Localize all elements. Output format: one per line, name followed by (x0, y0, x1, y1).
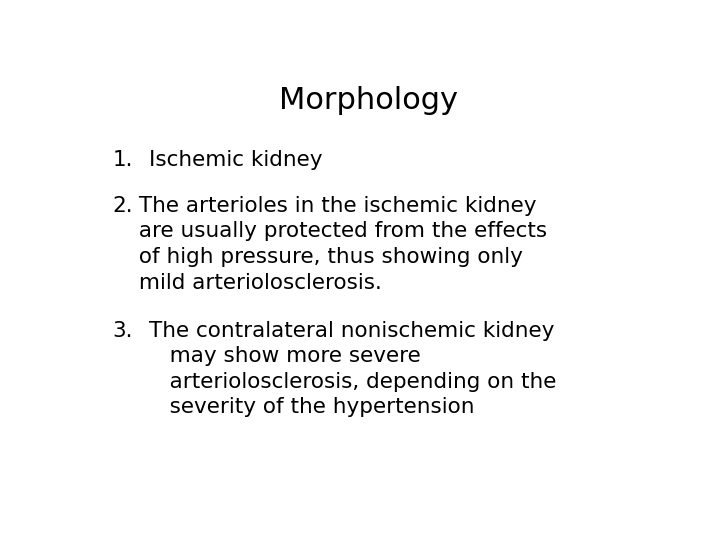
Text: The contralateral nonischemic kidney
   may show more severe
   arterioloscleros: The contralateral nonischemic kidney may… (148, 321, 556, 417)
Text: 3.: 3. (112, 321, 132, 341)
Text: 2.: 2. (112, 196, 133, 216)
Text: The arterioles in the ischemic kidney
 are usually protected from the effects
 o: The arterioles in the ischemic kidney ar… (132, 196, 547, 293)
Text: Morphology: Morphology (279, 85, 459, 114)
Text: 1.: 1. (112, 150, 132, 170)
Text: Ischemic kidney: Ischemic kidney (148, 150, 322, 170)
